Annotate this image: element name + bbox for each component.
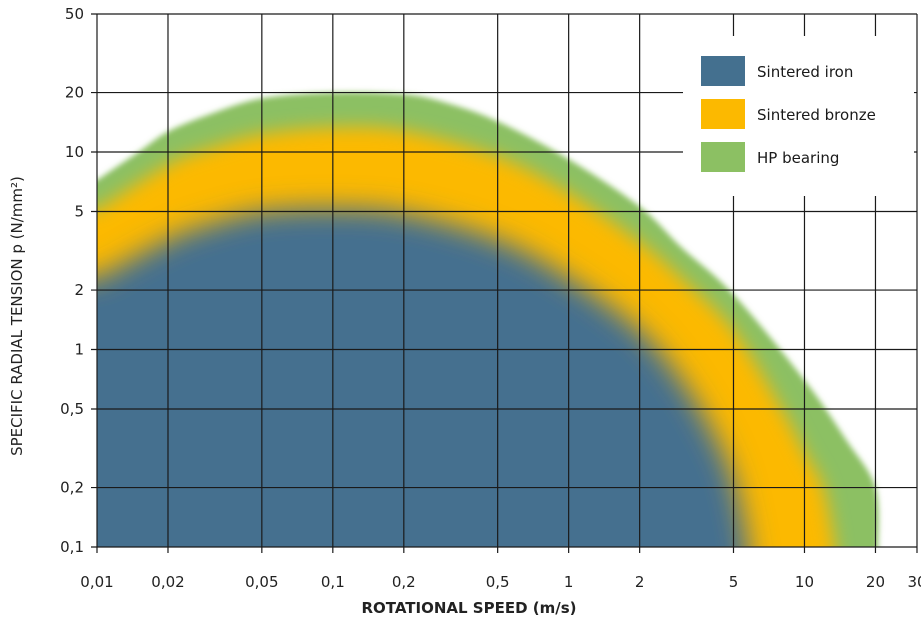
x-tick-label: 0,2 bbox=[392, 573, 416, 591]
legend-entry: Sintered bronze bbox=[757, 106, 876, 124]
area-sintered-iron bbox=[97, 208, 749, 547]
x-tick-label: 0,01 bbox=[80, 573, 113, 591]
x-axis-ticks: 0,01 0,02 0,05 0,1 0,2 0,5 1 2 5 10 20 30 bbox=[80, 573, 921, 591]
y-tick-label: 0,2 bbox=[60, 479, 84, 497]
x-tick-label: 10 bbox=[795, 573, 814, 591]
legend: Sintered iron Sintered bronze HP bearing bbox=[683, 36, 914, 196]
x-axis-label: ROTATIONAL SPEED (m/s) bbox=[361, 599, 576, 617]
y-tick-label: 0,5 bbox=[60, 400, 84, 418]
x-tick-label: 0,02 bbox=[151, 573, 184, 591]
y-axis-ticks: 0,1 0,2 0,5 1 2 5 10 20 50 bbox=[60, 5, 84, 556]
x-tick-label: 0,5 bbox=[486, 573, 510, 591]
x-tick-label: 5 bbox=[729, 573, 739, 591]
y-tick-label: 1 bbox=[74, 341, 84, 359]
chart-areas bbox=[97, 92, 879, 547]
legend-swatch bbox=[701, 56, 745, 86]
y-tick-label: 50 bbox=[65, 5, 84, 23]
legend-entry: HP bearing bbox=[757, 149, 839, 167]
y-tick-label: 2 bbox=[74, 281, 84, 299]
x-tick-label: 30 bbox=[907, 573, 921, 591]
y-tick-label: 0,1 bbox=[60, 538, 84, 556]
x-tick-label: 20 bbox=[866, 573, 885, 591]
x-tick-label: 2 bbox=[635, 573, 645, 591]
y-tick-label: 10 bbox=[65, 143, 84, 161]
y-tick-label: 5 bbox=[74, 202, 84, 220]
x-tick-label: 1 bbox=[564, 573, 574, 591]
y-tick-label: 20 bbox=[65, 84, 84, 102]
legend-swatch bbox=[701, 99, 745, 129]
x-tick-label: 0,05 bbox=[245, 573, 278, 591]
legend-entry: Sintered iron bbox=[757, 63, 853, 81]
y-axis-label: SPECIFIC RADIAL TENSION p (N/mm²) bbox=[8, 176, 26, 456]
legend-swatch bbox=[701, 142, 745, 172]
x-tick-label: 0,1 bbox=[321, 573, 345, 591]
